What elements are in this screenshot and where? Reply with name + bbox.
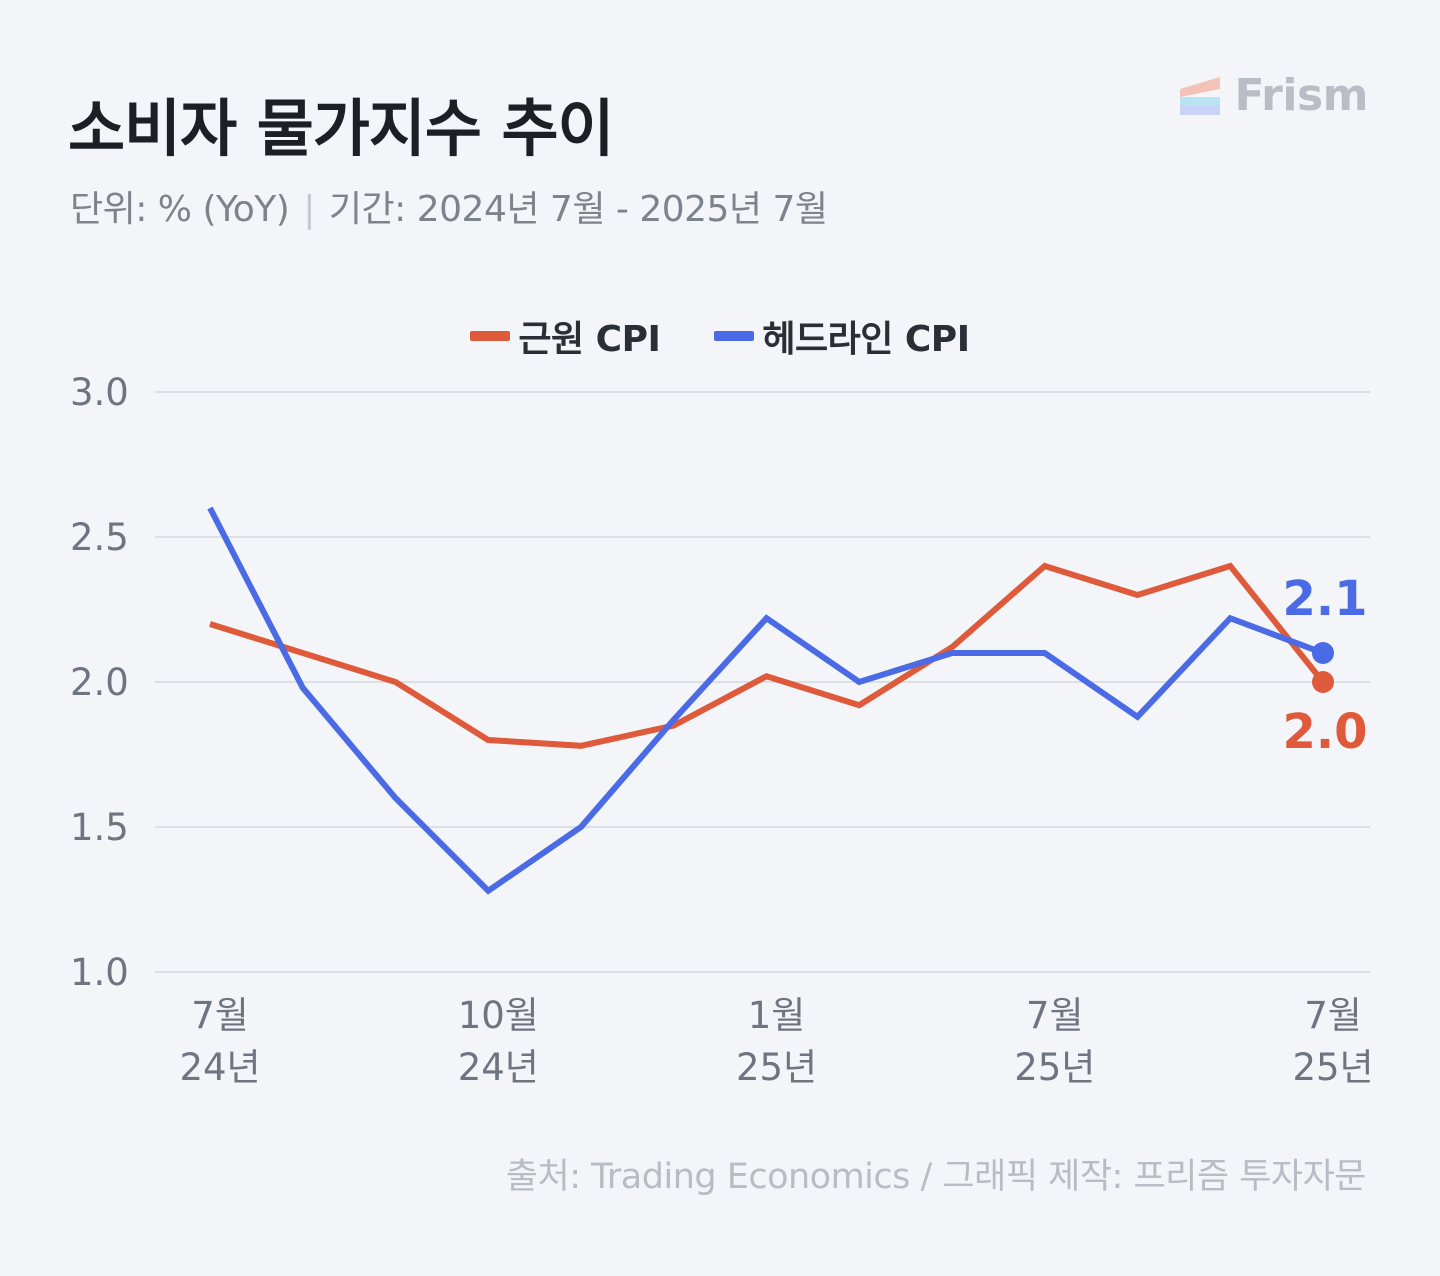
x-tick-label: 24년 — [179, 1046, 260, 1089]
source-note: 출처: Trading Economics / 그래픽 제작: 프리즘 투자자문 — [505, 1157, 1367, 1197]
x-tick-label: 7월 — [1026, 994, 1084, 1037]
frism-logo-icon — [1180, 76, 1221, 115]
legend-swatch-headline — [714, 331, 755, 341]
series-line-core — [209, 562, 1326, 749]
brand-logo: Frism — [1180, 70, 1368, 121]
line-chart: 3.0 2.5 2.0 1.5 1.0 7월 24년 10월 24년 1월 25년 7월 25년 7월 25… — [70, 371, 1374, 1089]
y-tick-label: 1.0 — [70, 951, 129, 994]
y-tick-label: 3.0 — [70, 371, 129, 414]
legend-item-headline: 헤드라인 CPI — [714, 310, 970, 362]
unit-label: 단위: % (YoY) — [70, 189, 290, 230]
brand-name: Frism — [1234, 70, 1368, 121]
x-tick-label: 25년 — [736, 1046, 817, 1089]
y-tick-label: 2.0 — [70, 661, 129, 704]
end-marker-headline — [1312, 642, 1334, 664]
end-label-headline: 2.1 — [1282, 571, 1367, 627]
x-tick-label: 7월 — [191, 994, 249, 1037]
y-tick-label: 1.5 — [70, 806, 129, 849]
x-tick-label: 24년 — [458, 1046, 539, 1089]
period-label: 기간: 2024년 7월 - 2025년 7월 — [328, 189, 828, 230]
y-tick-label: 2.5 — [70, 516, 129, 559]
end-label-core: 2.0 — [1282, 704, 1367, 760]
end-marker-core — [1312, 671, 1334, 693]
legend-swatch-core — [470, 331, 511, 341]
x-tick-label: 25년 — [1292, 1046, 1373, 1089]
legend-item-core: 근원 CPI — [470, 310, 661, 362]
x-tick-label: 10월 — [458, 994, 539, 1037]
chart-subtitle: 단위: % (YoY) | 기간: 2024년 7월 - 2025년 7월 — [70, 180, 828, 232]
legend-label-headline: 헤드라인 CPI — [762, 319, 970, 360]
subtitle-separator: | — [303, 189, 315, 230]
x-tick-label: 25년 — [1014, 1046, 1095, 1089]
series-line-headline — [207, 506, 1325, 895]
chart-title: 소비자 물가지수 추이 — [68, 92, 615, 165]
x-tick-label: 7월 — [1304, 994, 1362, 1037]
x-tick-label: 1월 — [748, 994, 806, 1037]
legend-label-core: 근원 CPI — [518, 319, 661, 360]
chart-legend: 근원 CPI 헤드라인 CPI — [0, 310, 1440, 362]
